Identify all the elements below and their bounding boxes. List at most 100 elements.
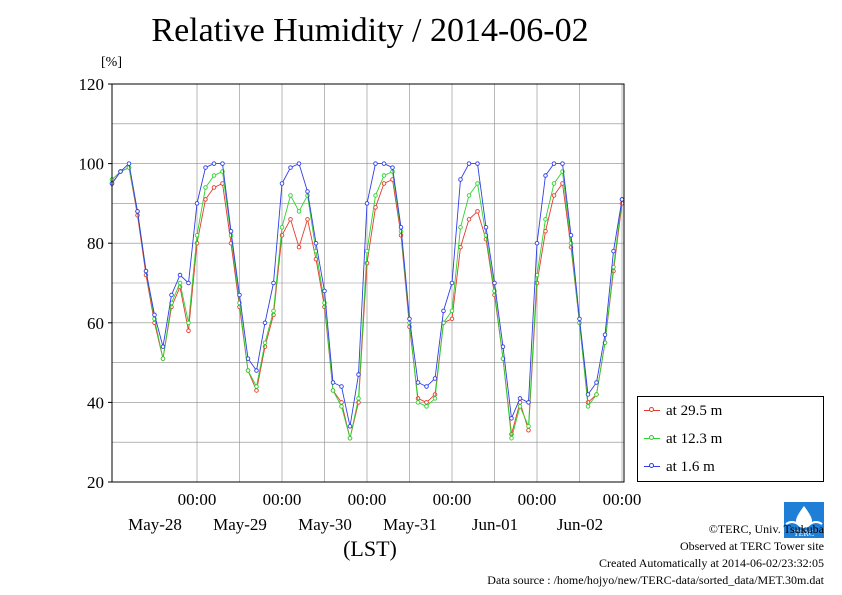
data-point [500, 344, 506, 349]
data-point [313, 240, 319, 246]
legend-marker [649, 435, 654, 440]
data-point [135, 209, 140, 214]
data-point [364, 201, 370, 206]
data-point [160, 344, 166, 349]
data-point [305, 189, 310, 194]
x-tick-date: May-30 [298, 515, 352, 534]
data-point [271, 308, 276, 314]
data-point [458, 244, 463, 250]
data-point [577, 316, 582, 322]
data-point [194, 232, 200, 238]
data-point [424, 384, 429, 389]
data-point [330, 380, 336, 385]
data-point [466, 193, 472, 198]
y-tick-label: 80 [87, 234, 104, 253]
data-point [356, 372, 361, 377]
data-point [254, 384, 259, 389]
data-point [568, 232, 574, 238]
data-point [177, 272, 183, 278]
legend-item-12-3m: at 12.3 m [644, 429, 722, 449]
x-tick-time: 00:00 [603, 490, 642, 509]
data-point [619, 197, 625, 202]
legend-swatch-icon [644, 457, 660, 477]
data-point [517, 404, 523, 409]
x-tick-date: May-28 [128, 515, 182, 534]
data-point [279, 225, 285, 230]
data-point [143, 268, 149, 274]
legend-marker [649, 463, 654, 468]
data-point [398, 225, 404, 230]
data-point [466, 161, 472, 166]
legend-item-29-5m: at 29.5 m [644, 401, 722, 421]
data-point [339, 384, 344, 389]
data-point [441, 308, 446, 314]
data-point [407, 316, 412, 322]
data-point [551, 161, 557, 166]
data-point [458, 177, 463, 182]
data-point [424, 400, 429, 405]
data-point [186, 320, 191, 326]
data-point [296, 244, 302, 250]
x-tick-time: 00:00 [518, 490, 557, 509]
x-tick-time: 00:00 [348, 490, 387, 509]
data-point [526, 400, 531, 405]
data-point [126, 161, 132, 166]
x-axis-label: (LST) [343, 536, 397, 561]
data-point [543, 173, 548, 178]
data-point [211, 161, 217, 166]
data-point [551, 181, 557, 186]
x-tick-labels: 00:00 May-28 00:00 May-29 00:00 May-30 00:00 Ma… [128, 490, 641, 534]
data-point [509, 416, 514, 421]
data-point [203, 185, 208, 190]
legend-item-1-6m: at 1.6 m [644, 457, 715, 477]
data-point [254, 388, 259, 393]
data-point [415, 380, 421, 385]
data-point [339, 404, 344, 409]
legend-label: at 29.5 m [666, 403, 723, 419]
data-point [534, 240, 540, 246]
data-point [169, 292, 174, 298]
footer-source: Data source : /home/hojyo/new/TERC-data/… [487, 573, 824, 587]
data-point [288, 165, 293, 170]
data-point [415, 400, 421, 405]
data-point [560, 161, 565, 166]
data-point [160, 356, 166, 361]
data-point [432, 376, 438, 381]
x-tick-date: Jun-01 [472, 515, 518, 534]
data-point [203, 197, 208, 202]
data-point [475, 181, 480, 186]
data-point [585, 404, 591, 409]
data-point [296, 209, 302, 214]
data-point [526, 424, 531, 429]
data-point [347, 424, 353, 429]
x-tick-time: 00:00 [178, 490, 217, 509]
data-point [458, 225, 463, 230]
x-tick-date: Jun-02 [557, 515, 603, 534]
data-point [475, 209, 480, 214]
data-point [492, 280, 497, 286]
y-axis-unit: [%] [101, 55, 122, 70]
data-point [483, 225, 489, 230]
y-tick-labels: 20 40 60 80 100 120 [79, 75, 112, 492]
data-point [602, 332, 608, 337]
data-point [424, 404, 429, 409]
data-point [517, 396, 523, 401]
legend-label: at 1.6 m [666, 459, 715, 475]
data-point [279, 181, 285, 186]
footer-created: Created Automatically at 2014-06-02/23:3… [599, 556, 824, 570]
data-point [330, 388, 336, 393]
terc-logo-icon: TERC [784, 502, 824, 538]
data-point [186, 280, 191, 286]
y-tick-label: 20 [87, 473, 104, 492]
data-point [432, 396, 438, 401]
data-point [203, 165, 208, 170]
x-tick-time: 00:00 [433, 490, 472, 509]
y-tick-label: 100 [79, 155, 105, 174]
data-point [466, 217, 472, 222]
data-point [118, 169, 123, 174]
data-point [364, 248, 370, 254]
legend-swatch-icon [644, 401, 660, 421]
legend-swatch-icon [644, 429, 660, 449]
data-point [373, 161, 378, 166]
